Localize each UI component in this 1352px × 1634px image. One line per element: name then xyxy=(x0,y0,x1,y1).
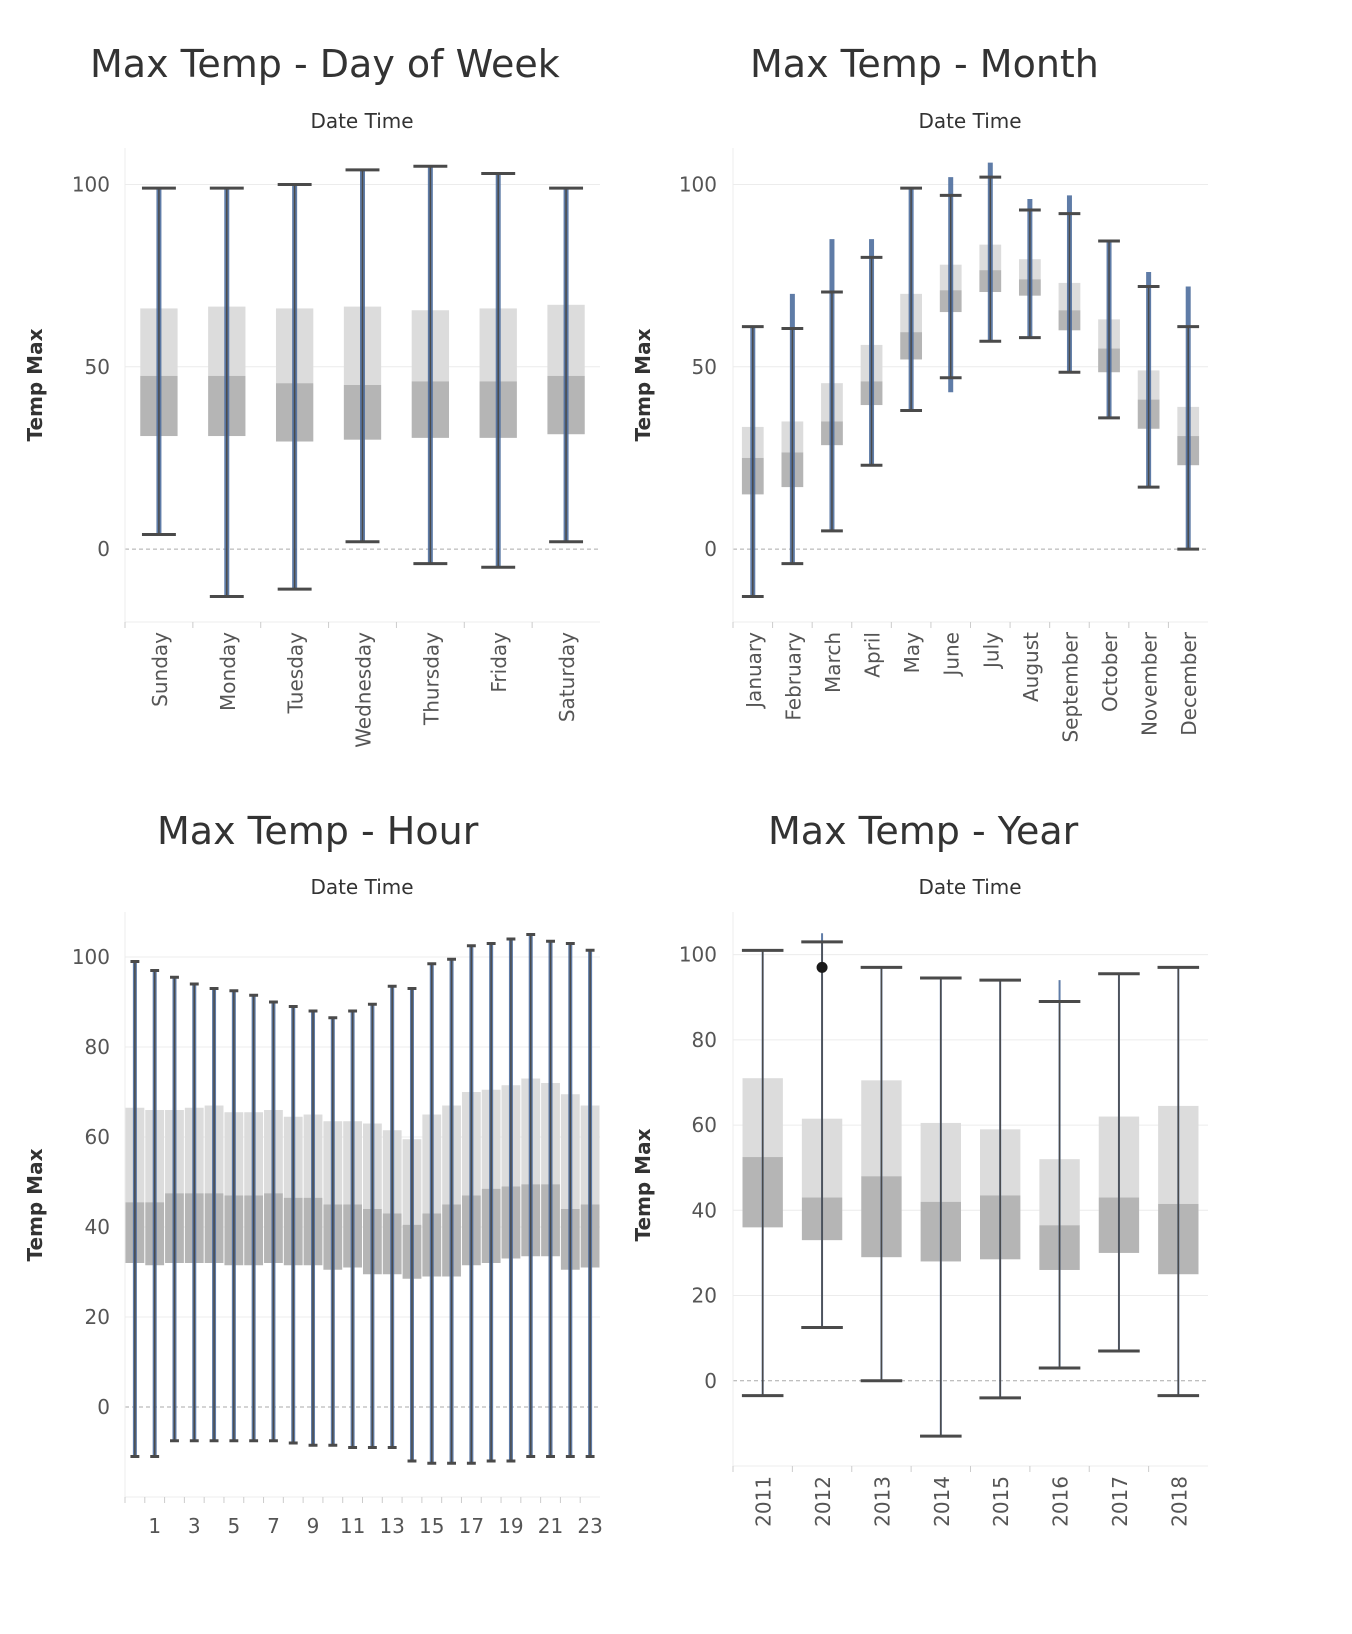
chart-plot-group: Date Time Temp Max 0 50 100 Sunday Monday Tuesd… xyxy=(23,109,600,748)
y-tick-label: 60 xyxy=(692,1113,717,1137)
boxplot-day-of-week[interactable]: Date Time Temp Max 0 50 100 Sunday Monday Tuesd… xyxy=(0,0,676,817)
highlight-point xyxy=(816,961,828,973)
x-tick-label: January xyxy=(742,632,766,710)
x-tick-label: 1 xyxy=(148,1514,161,1538)
x-tick-label: July xyxy=(979,632,1003,670)
y-tick-label: 100 xyxy=(679,172,717,196)
y-tick-label: 0 xyxy=(704,537,717,561)
y-tick-label: 0 xyxy=(97,537,110,561)
y-tick-label: 20 xyxy=(692,1284,717,1308)
chart-plot-group: Date Time Temp Max 0 50 100 January February Ma… xyxy=(631,109,1208,743)
x-tick-label: April xyxy=(861,632,885,678)
y-tick-label: 0 xyxy=(704,1369,717,1393)
x-tick-label: 9 xyxy=(307,1514,320,1538)
column-header: Date Time xyxy=(918,109,1021,133)
column-header: Date Time xyxy=(310,875,413,899)
x-tick-label: 15 xyxy=(419,1514,444,1538)
x-tick-label: Saturday xyxy=(555,632,579,722)
y-axis-label: Temp Max xyxy=(631,1128,655,1241)
chart-panel-year: Max Temp - Year Date Time Temp Max 0 20 40 60… xyxy=(631,809,1352,1634)
x-tick-label: 2013 xyxy=(870,1476,894,1527)
x-tick-label: 2018 xyxy=(1167,1476,1191,1527)
y-tick-label: 50 xyxy=(692,355,717,379)
chart-title: Max Temp - Hour xyxy=(157,809,479,853)
x-tick-label: Monday xyxy=(216,632,240,711)
x-tick-label: 19 xyxy=(498,1514,523,1538)
x-tick-label: March xyxy=(821,632,845,693)
y-tick-label: 20 xyxy=(85,1305,110,1329)
x-tick-label: 21 xyxy=(538,1514,563,1538)
x-tick-label: November xyxy=(1138,631,1162,736)
y-tick-label: 80 xyxy=(85,1035,110,1059)
chart-title: Max Temp - Month xyxy=(750,42,1099,86)
y-tick-label: 60 xyxy=(85,1125,110,1149)
x-tick-label: 17 xyxy=(459,1514,484,1538)
column-header: Date Time xyxy=(310,109,413,133)
x-tick-label: 23 xyxy=(577,1514,602,1538)
x-tick-label: 7 xyxy=(267,1514,280,1538)
y-tick-label: 0 xyxy=(97,1395,110,1419)
x-tick-label: September xyxy=(1058,631,1082,742)
chart-plot-group: Date Time Temp Max 0 20 40 60 80 100 2011 2012 201… xyxy=(631,875,1208,1527)
x-tick-label: 11 xyxy=(340,1514,365,1538)
chart-panel-month: Max Temp - Month Date Time Temp Max 0 50 100… xyxy=(631,0,1352,817)
y-tick-label: 100 xyxy=(679,943,717,967)
x-tick-label: 2015 xyxy=(989,1476,1013,1527)
x-tick-label: 3 xyxy=(188,1514,201,1538)
x-tick-label: Thursday xyxy=(419,632,443,726)
x-tick-label: Wednesday xyxy=(352,632,376,748)
x-tick-label: 2011 xyxy=(752,1476,776,1527)
x-tick-label: February xyxy=(781,632,805,721)
column-header: Date Time xyxy=(918,875,1021,899)
x-tick-label: Sunday xyxy=(148,632,172,707)
y-tick-label: 50 xyxy=(85,355,110,379)
y-tick-label: 100 xyxy=(72,945,110,969)
y-tick-label: 40 xyxy=(692,1198,717,1222)
y-tick-label: 40 xyxy=(85,1215,110,1239)
x-tick-label: December xyxy=(1177,631,1201,735)
x-tick-label: 2012 xyxy=(811,1476,835,1527)
x-tick-label: June xyxy=(940,632,964,678)
x-tick-label: Friday xyxy=(487,632,511,693)
y-axis-label: Temp Max xyxy=(23,328,47,441)
chart-title: Max Temp - Year xyxy=(768,809,1079,853)
x-tick-label: 13 xyxy=(379,1514,404,1538)
y-axis-label: Temp Max xyxy=(23,1148,47,1261)
x-tick-label: Tuesday xyxy=(284,632,308,715)
x-tick-label: October xyxy=(1098,631,1122,712)
chart-title: Max Temp - Day of Week xyxy=(90,42,560,86)
x-tick-label: 2016 xyxy=(1049,1476,1073,1527)
boxplot-year[interactable]: Date Time Temp Max 0 20 40 60 80 100 2011 2012 201… xyxy=(631,817,1352,1634)
chart-panel-hour: Max Temp - Hour Date Time Temp Max 0 20 40 60… xyxy=(0,809,676,1634)
x-tick-label: 5 xyxy=(227,1514,240,1538)
chart-panel-day-of-week: Max Temp - Day of Week Date Time Temp Max… xyxy=(0,0,676,817)
x-tick-label: August xyxy=(1019,632,1043,702)
x-tick-label: May xyxy=(900,632,924,674)
x-tick-label: 2014 xyxy=(930,1476,954,1527)
y-tick-label: 80 xyxy=(692,1028,717,1052)
y-axis-label: Temp Max xyxy=(631,328,655,441)
y-tick-label: 100 xyxy=(72,172,110,196)
x-tick-label: 2017 xyxy=(1108,1476,1132,1527)
